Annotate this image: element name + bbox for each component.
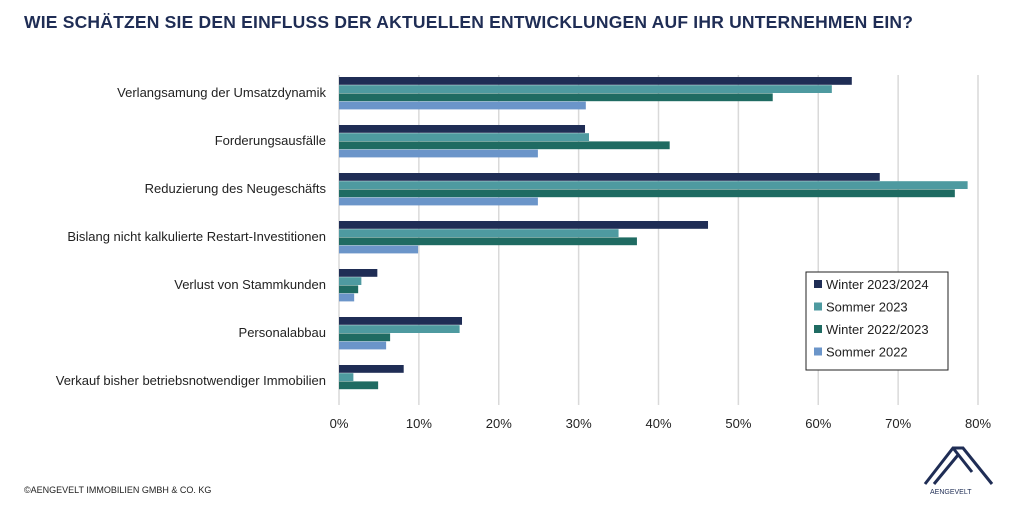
category-label: Verlangsamung der Umsatzdynamik [117, 85, 326, 100]
bar [339, 173, 880, 181]
logo-text: AENGEVELT [930, 489, 972, 496]
bar [339, 333, 391, 342]
bar [339, 229, 619, 237]
bar [339, 285, 359, 294]
bar [339, 93, 773, 102]
copyright: ©AENGEVELT IMMOBILIEN GMBH & CO. KG [24, 485, 212, 495]
legend-label: Winter 2022/2023 [826, 322, 929, 337]
x-tick-label: 0% [330, 416, 349, 431]
bar [339, 381, 379, 390]
legend-swatch [814, 325, 822, 333]
bar [339, 85, 832, 93]
category-label: Reduzierung des Neugeschäfts [145, 181, 327, 196]
bar [339, 317, 463, 325]
legend-label: Sommer 2023 [826, 300, 908, 315]
legend-label: Sommer 2022 [826, 345, 908, 360]
x-tick-label: 40% [645, 416, 671, 431]
legend-label: Winter 2023/2024 [826, 277, 929, 292]
x-tick-label: 10% [406, 416, 432, 431]
bar [339, 221, 709, 229]
bar [339, 141, 670, 150]
x-tick-label: 20% [486, 416, 512, 431]
bar [339, 237, 637, 246]
bar [339, 101, 586, 110]
legend-box [805, 271, 949, 371]
x-tick-label: 50% [725, 416, 751, 431]
bar [339, 189, 955, 198]
bar [339, 325, 460, 333]
legend-swatch [814, 280, 822, 288]
x-tick-label: 80% [965, 416, 991, 431]
bar [339, 245, 419, 254]
category-label: Bislang nicht kalkulierte Restart-Invest… [67, 229, 326, 244]
bar [339, 197, 538, 206]
category-label: Forderungsausfälle [215, 133, 326, 148]
bar [339, 293, 355, 302]
bar [339, 181, 968, 189]
bar [339, 149, 538, 158]
category-label: Verkauf bisher betriebsnotwendiger Immob… [56, 373, 326, 388]
x-tick-label: 70% [885, 416, 911, 431]
bar [339, 341, 387, 350]
bar [339, 365, 404, 373]
bar [339, 133, 590, 141]
legend-swatch [814, 347, 822, 356]
aengevelt-logo [923, 446, 994, 485]
legend-swatch [814, 302, 822, 311]
bar [339, 269, 378, 277]
chart-title: WIE SCHÄTZEN SIE DEN EINFLUSS DER AKTUEL… [24, 12, 914, 32]
category-label: Verlust von Stammkunden [174, 277, 326, 292]
category-label: Personalabbau [239, 325, 326, 340]
bar [339, 373, 354, 381]
bar [339, 77, 852, 85]
bar [339, 125, 586, 133]
bar [339, 277, 362, 285]
x-tick-label: 30% [566, 416, 592, 431]
x-tick-label: 60% [805, 416, 831, 431]
